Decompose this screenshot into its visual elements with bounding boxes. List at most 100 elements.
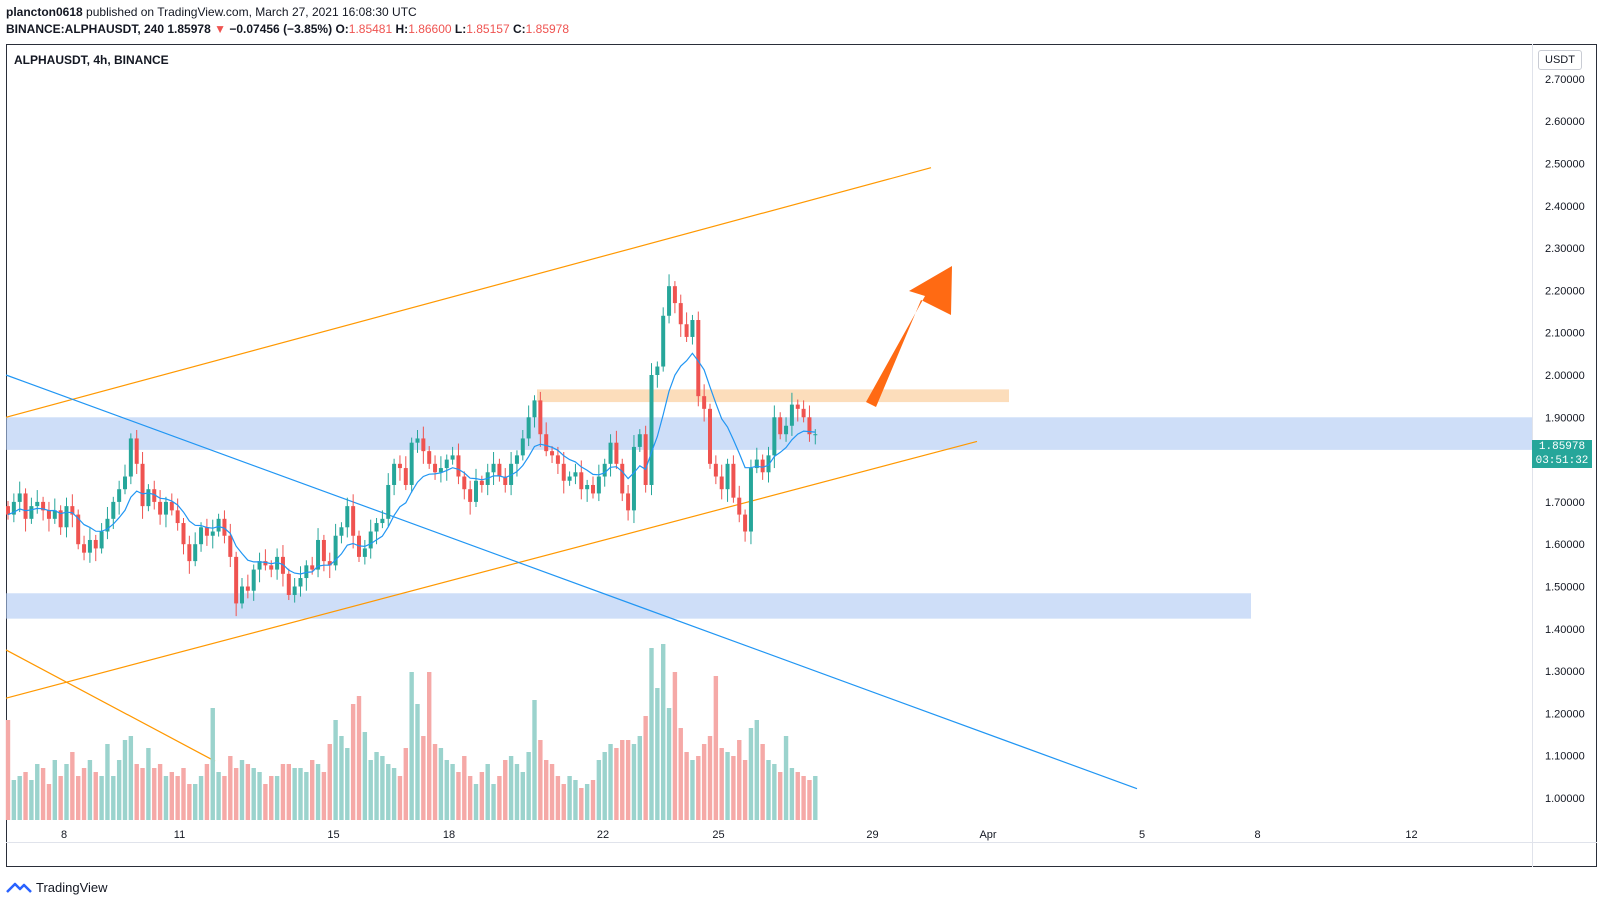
author-name[interactable]: plancton0618 [6,5,83,19]
descending-blue-trendline[interactable] [5,374,1138,790]
volume-bar [655,688,660,820]
candle-body [772,417,777,456]
candle-body [257,561,262,570]
volume-bar [163,776,169,820]
candle-body [503,476,508,485]
time-axis[interactable]: 8 11 15 18 22 25 29 Apr 5 8 12 [61,829,1418,841]
candle-body [41,501,46,511]
currency-unit-button[interactable]: USDT [1538,50,1582,70]
candle-body [550,451,555,456]
candle-body [245,586,250,591]
price-axis[interactable]: 2.70000 2.60000 2.50000 2.40000 2.30000 2.200… [1545,74,1585,805]
tradingview-brand[interactable]: TradingView [36,880,108,895]
candle-body [362,548,367,557]
close-label: C: [512,22,526,36]
volume-bar [222,776,227,820]
candle-body [497,463,502,477]
candle-body [111,501,116,519]
price-change: −0.07456 (−3.85%) [229,22,333,36]
volume-bar [748,728,754,820]
candle-body [807,417,812,435]
volume-bar [432,744,438,820]
volume-bar [292,768,297,820]
volume-bar [754,720,759,820]
candle-body [210,531,215,536]
candle-body [152,489,157,502]
candle-body [35,501,40,507]
candle-body [631,446,636,511]
volume-bar [549,764,555,820]
candle-body [462,476,467,490]
candle-body [602,463,607,477]
volume-bar [321,772,327,820]
candle-body [813,434,818,436]
low-value: 1.85157 [466,22,510,36]
last-price: 1.85978 [167,22,211,36]
candle-body [474,480,478,502]
volume-bar [210,708,215,820]
channel-upper-line[interactable] [5,167,932,418]
time-tick-label: 5 [1139,829,1145,841]
volume-bar [198,776,204,820]
channel-lower-line[interactable] [5,440,978,699]
candle-body [222,518,227,536]
volume-bar [772,764,777,820]
candle-body [708,408,712,464]
candle-body [760,459,765,473]
descending-orange-line[interactable] [5,649,216,762]
volume-bar [602,752,607,820]
zones-layer [6,389,1532,619]
candle-body [778,417,783,435]
volume-bar [497,776,502,820]
volume-bar [380,756,385,820]
time-tick-label: 8 [61,829,67,841]
candle-body [175,510,180,524]
candle-body [292,586,297,595]
chart-frame [6,44,1597,867]
volume-bar [508,756,514,820]
candle-body [169,501,174,511]
volume-bar [70,752,75,820]
candle-body [263,561,268,566]
last-price-tag: 1.85978 03:51:32 [1532,440,1592,468]
candle-body [427,451,432,464]
volume-bar [239,760,245,820]
volume-bar [620,740,625,820]
candle-body [655,366,660,375]
candle-body [608,442,613,464]
candle-body [286,573,291,595]
candle-body [702,396,707,409]
volume-bar [661,644,666,820]
support-zone-blue[interactable] [6,593,1251,619]
candle-body [29,506,34,519]
candle-body [128,438,133,477]
candle-body [409,442,414,485]
candle-body [456,455,461,477]
volume-bar [64,764,69,820]
volume-bar [374,752,379,820]
candle-body [17,493,22,502]
volume-bar [766,760,771,820]
volume-bar [760,744,765,820]
time-tick-label: 8 [1254,829,1260,841]
candle-body [216,518,221,532]
up-arrow-annotation[interactable] [866,266,952,407]
candle-body [58,510,63,528]
candle-body [596,476,601,494]
open-value: 1.85481 [348,22,393,36]
candle-body [105,518,110,532]
resistance-zone-orange[interactable] [537,389,1009,403]
open-label: O: [335,22,349,36]
time-tick-label: 18 [443,829,455,841]
volume-bar [122,740,128,820]
volume-bar [152,768,157,820]
candle-body [82,544,87,553]
resistance-zone-blue[interactable] [6,417,1532,450]
candle-body [158,501,163,515]
volume-bar [555,776,561,820]
volume-bar [561,784,566,820]
candle-body [403,468,408,485]
volume-bar [415,704,420,820]
volume-bar [731,756,736,820]
